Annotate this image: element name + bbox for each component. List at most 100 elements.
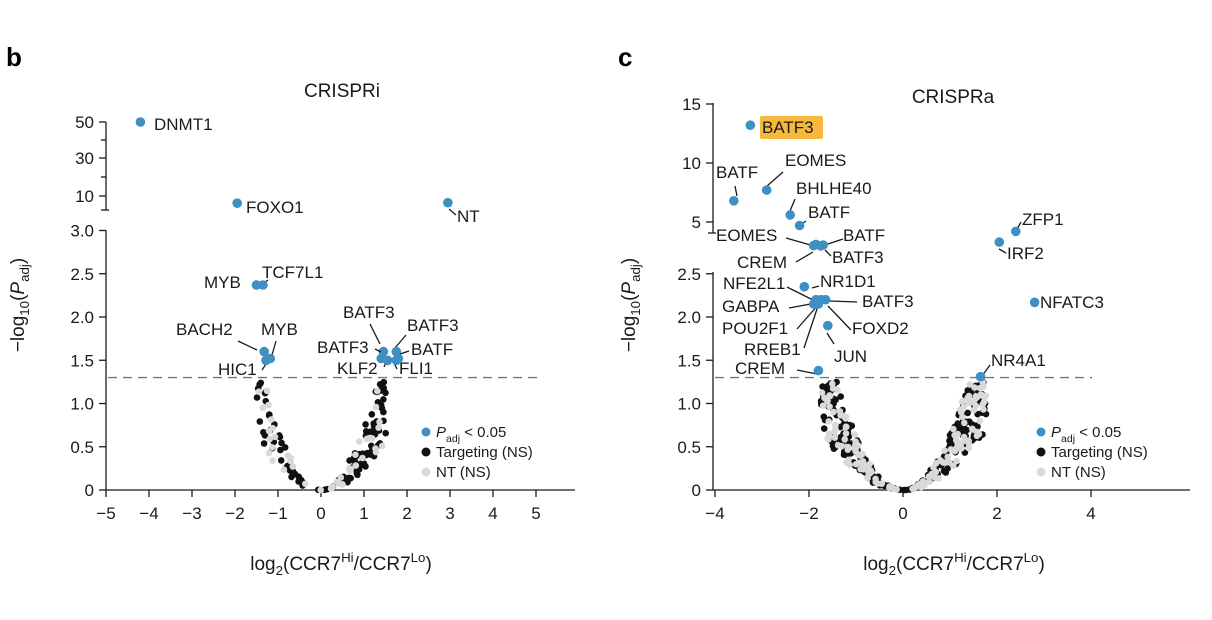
c-x-axis-label: log2(CCR7Hi/CCR7Lo) — [863, 550, 1045, 578]
c-nt-point — [953, 457, 960, 465]
c-gene-label: BATF — [716, 163, 758, 182]
c-significant-point — [799, 281, 810, 292]
b-targeting-point — [256, 381, 263, 388]
b-significant-point — [391, 355, 402, 366]
b-targeting-point — [266, 411, 273, 418]
c-leader-line — [734, 185, 738, 197]
b-nt-point — [259, 404, 267, 412]
b-targeting-point — [353, 469, 361, 477]
c-nt-point — [916, 482, 923, 490]
c-significant-point — [745, 120, 756, 130]
b-nt-point — [269, 444, 276, 451]
b-x-tick-label: −4 — [139, 504, 158, 523]
b-nt-point — [376, 418, 383, 426]
c-gene-label: NFATC3 — [1040, 293, 1104, 312]
c-leader-line — [829, 300, 858, 303]
c-gene-label: CREM — [735, 359, 785, 378]
c-x-tick-label: −2 — [799, 504, 818, 523]
c-nt-point — [831, 434, 839, 442]
c-gene-label: ZFP1 — [1022, 210, 1064, 229]
b-legend-marker — [421, 427, 431, 437]
b-x-tick-label: 2 — [402, 504, 411, 523]
c-targeting-point — [837, 393, 844, 400]
c-leader-line — [796, 304, 819, 330]
c-significant-point — [761, 185, 772, 195]
panel-letter-b: b — [6, 42, 22, 72]
b-targeting-point — [362, 421, 369, 428]
c-targeting-point — [820, 413, 828, 421]
c-nt-point — [844, 443, 852, 451]
b-gene-label: BATF3 — [317, 338, 369, 357]
c-nt-point — [980, 406, 987, 413]
b-nt-point — [374, 387, 381, 395]
b-gene-label: TCF7L1 — [262, 263, 323, 282]
b-targeting-point — [382, 389, 389, 397]
c-nt-point — [941, 447, 948, 454]
b-x-tick-label: −1 — [268, 504, 287, 523]
c-y-tick-label: 1.0 — [677, 395, 701, 414]
b-legend-label: Targeting (NS) — [436, 444, 533, 461]
b-x-tick-label: −3 — [182, 504, 201, 523]
b-y-tick-label: 2.0 — [70, 308, 94, 327]
b-targeting-point — [360, 460, 368, 467]
b-nt-point — [269, 457, 276, 465]
c-gene-label: BATF3 — [862, 292, 914, 311]
b-nt-point — [280, 466, 288, 474]
b-y-tick-label: 50 — [75, 113, 94, 132]
b-leader-line — [394, 334, 407, 349]
b-legend-label: NT (NS) — [436, 464, 491, 481]
b-nt-point — [352, 462, 360, 469]
c-nt-point — [838, 442, 846, 450]
b-targeting-point — [260, 440, 268, 447]
c-nt-point — [969, 426, 976, 433]
c-gene-label: IRF2 — [1007, 244, 1044, 263]
c-targeting-point — [902, 486, 910, 494]
c-leader-line — [998, 248, 1007, 254]
b-gene-label: MYB — [261, 320, 298, 339]
b-y-tick-label: 30 — [75, 149, 94, 168]
c-significant-point — [729, 196, 739, 206]
c-nt-point — [926, 478, 933, 486]
c-leader-line — [827, 305, 852, 331]
c-nt-point — [860, 466, 867, 473]
c-nt-point — [937, 457, 944, 464]
b-targeting-point — [277, 457, 285, 464]
b-targeting-point — [260, 429, 267, 436]
b-x-tick-label: −2 — [225, 504, 244, 523]
c-y-tick-label: 10 — [682, 154, 701, 173]
c-y-tick-label: 15 — [682, 95, 701, 114]
c-x-tick-label: 2 — [992, 504, 1001, 523]
c-leader-line — [786, 286, 816, 302]
c-leader-line — [826, 332, 835, 345]
c-nt-point — [950, 425, 957, 433]
c-nt-point — [852, 447, 859, 455]
b-gene-label: BACH2 — [176, 320, 233, 339]
b-gene-label: DNMT1 — [154, 115, 213, 134]
c-x-tick-label: 4 — [1086, 504, 1095, 523]
b-nt-point — [265, 427, 273, 435]
c-nt-point — [834, 386, 841, 394]
c-nt-point — [829, 380, 836, 388]
b-nt-point — [352, 451, 359, 459]
c-gene-label: NR1D1 — [820, 272, 876, 291]
b-leader-line — [237, 340, 258, 351]
c-leader-line — [789, 198, 796, 212]
c-y-tick-label: 0.5 — [677, 438, 701, 457]
c-gene-label: BATF3 — [832, 248, 884, 267]
c-significant-point — [808, 240, 819, 251]
b-nt-point — [347, 465, 355, 473]
b-targeting-point — [295, 478, 302, 485]
c-gene-label: RREB1 — [744, 340, 801, 359]
c-leader-line — [811, 285, 820, 289]
b-leader-line — [369, 323, 381, 345]
c-nt-point — [826, 392, 833, 399]
c-nt-point — [966, 381, 974, 388]
panel-c-plot: 0 0.5 1.0 1.5 2.0 2.5 5 10 15 −4 −2 0 2 4 log2(CCR7Hi/… — [619, 95, 1190, 578]
b-nt-point — [378, 442, 386, 450]
b-x-tick-label: 5 — [531, 504, 540, 523]
c-y-tick-label: 0 — [692, 481, 701, 500]
c-nt-point — [872, 478, 879, 486]
panel-b-title: CRISPRi — [304, 81, 380, 102]
c-nt-point — [890, 485, 897, 492]
b-leader-line — [374, 348, 382, 353]
